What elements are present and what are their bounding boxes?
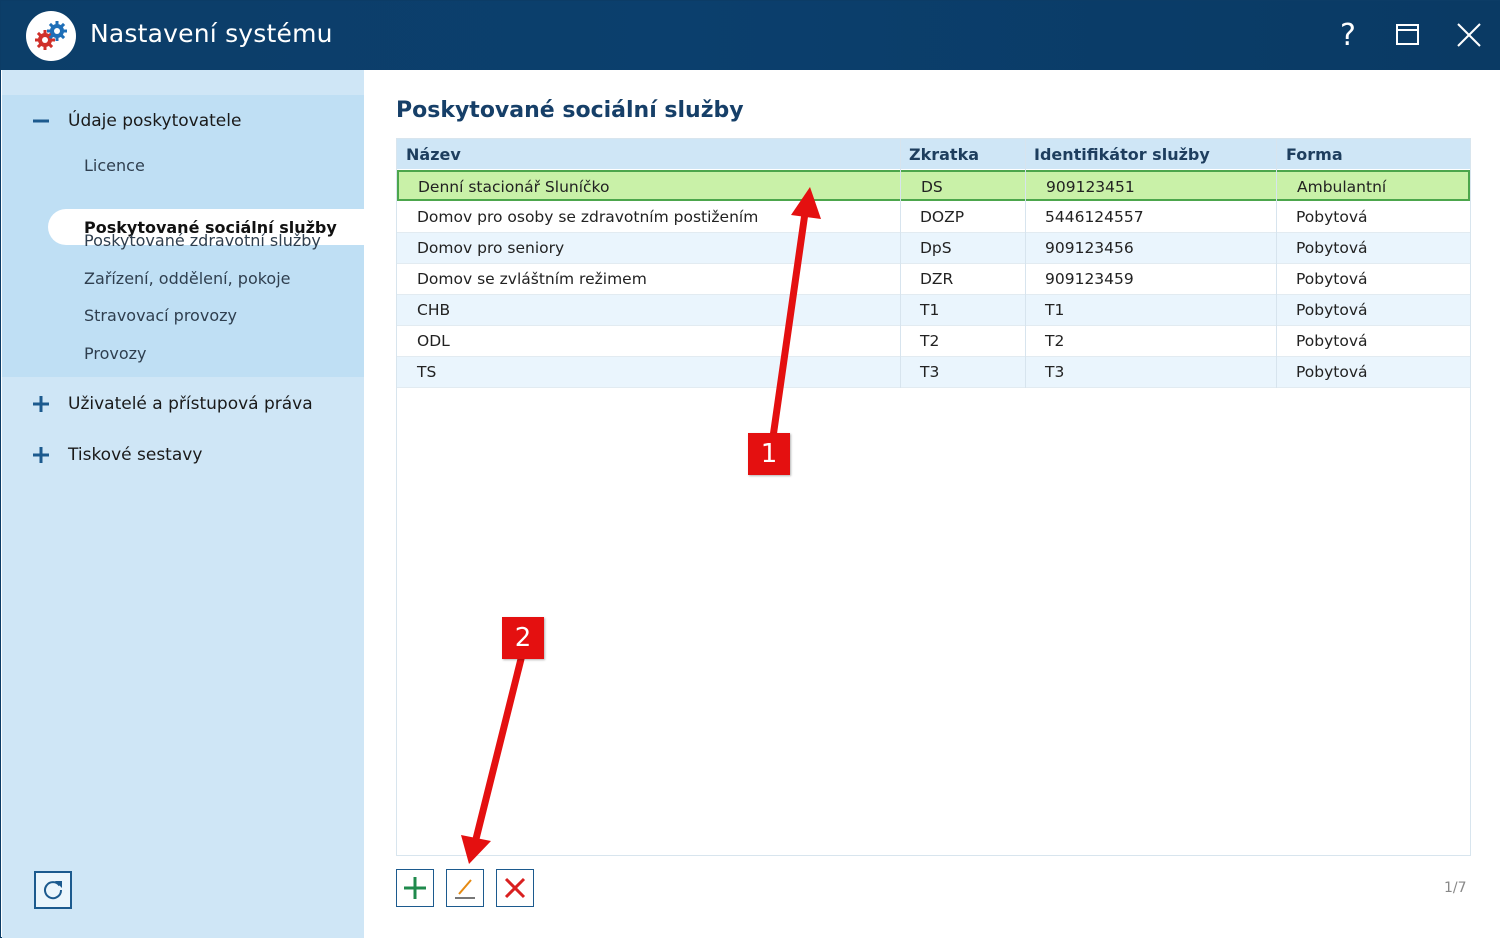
sidebar-item-social-services[interactable]: Poskytované sociální služby	[48, 209, 365, 245]
table-header: Název Zkratka Identifikátor služby Forma	[397, 139, 1470, 169]
nav-group-label: Údaje poskytovatele	[68, 111, 242, 131]
column-header-name[interactable]: Název	[406, 145, 461, 164]
nav-group-header-users[interactable]: Uživatelé a přístupová práva	[2, 384, 364, 424]
nav-group-provider: Údaje poskytovatele Licence Poskytované …	[2, 95, 365, 377]
pager-indicator: 1/7	[1444, 880, 1467, 896]
gears-icon	[26, 11, 76, 61]
cell-abbr: DZR	[920, 270, 954, 288]
services-table: Název Zkratka Identifikátor služby Forma…	[396, 138, 1471, 856]
cell-name: Domov pro osoby se zdravotním postižením	[417, 208, 759, 226]
add-button[interactable]	[396, 869, 434, 907]
sidebar-item-catering[interactable]: Stravovací provozy	[84, 306, 237, 325]
sidebar: Údaje poskytovatele Licence Poskytované …	[2, 70, 365, 938]
sidebar-item-operations[interactable]: Provozy	[84, 344, 147, 363]
nav-group-header-reports[interactable]: Tiskové sestavy	[2, 435, 364, 475]
table-row[interactable]: ODL T2 T2 Pobytová	[397, 326, 1470, 357]
annotation-callout-2: 2	[502, 617, 544, 659]
edit-button[interactable]	[446, 869, 484, 907]
close-icon	[1457, 23, 1481, 47]
cell-name: Domov pro seniory	[417, 239, 565, 257]
cell-form: Pobytová	[1296, 208, 1368, 226]
sidebar-item-licence[interactable]: Licence	[84, 156, 145, 175]
table-row[interactable]: Domov pro osoby se zdravotním postižením…	[397, 202, 1470, 233]
cell-form: Pobytová	[1296, 270, 1368, 288]
sidebar-item-health-services[interactable]: Poskytované zdravotní služby	[84, 231, 321, 250]
column-header-form[interactable]: Forma	[1286, 145, 1343, 164]
column-divider	[1025, 139, 1026, 388]
delete-button[interactable]	[496, 869, 534, 907]
cell-id: T2	[1045, 332, 1065, 350]
cell-form: Pobytová	[1296, 363, 1368, 381]
cell-id: 909123451	[1046, 178, 1135, 196]
annotation-callout-1: 1	[748, 433, 790, 475]
title-bar: Nastavení systému ?	[1, 1, 1500, 70]
cell-id: 909123459	[1045, 270, 1134, 288]
cell-form: Pobytová	[1296, 332, 1368, 350]
table-row[interactable]: Domov se zvláštním režimem DZR 909123459…	[397, 264, 1470, 295]
sidebar-item-label: Poskytované sociální služby	[84, 218, 337, 237]
cell-name: CHB	[417, 301, 451, 319]
cell-id: T1	[1045, 301, 1065, 319]
pencil-icon	[455, 879, 475, 899]
cell-name: Domov se zvláštním režimem	[417, 270, 647, 288]
page-title: Poskytované sociální služby	[396, 98, 744, 123]
close-button[interactable]	[1449, 15, 1489, 55]
cell-abbr: DpS	[920, 239, 952, 257]
nav-group-label: Uživatelé a přístupová práva	[68, 394, 313, 414]
plus-icon	[404, 877, 426, 899]
column-header-id[interactable]: Identifikátor služby	[1034, 145, 1210, 164]
cell-name: ODL	[417, 332, 450, 350]
cell-name: TS	[417, 363, 437, 381]
cell-abbr: T2	[920, 332, 940, 350]
expand-icon	[33, 396, 49, 412]
maximize-button[interactable]	[1388, 15, 1428, 55]
cell-form: Pobytová	[1296, 301, 1368, 319]
cell-form: Pobytová	[1296, 239, 1368, 257]
table-row[interactable]: Domov pro seniory DpS 909123456 Pobytová	[397, 233, 1470, 264]
main-panel: Poskytované sociální služby Název Zkratk…	[364, 70, 1500, 938]
nav-group-header-provider[interactable]: Údaje poskytovatele	[2, 101, 364, 141]
maximize-icon	[1396, 24, 1419, 45]
column-divider	[1276, 139, 1277, 388]
delete-x-icon	[504, 877, 526, 899]
collapse-icon	[33, 119, 49, 123]
cell-id: 5446124557	[1045, 208, 1144, 226]
table-row[interactable]: CHB T1 T1 Pobytová	[397, 295, 1470, 326]
cell-abbr: T3	[920, 363, 940, 381]
column-divider	[900, 139, 901, 388]
cell-id: 909123456	[1045, 239, 1134, 257]
cell-abbr: DOZP	[920, 208, 965, 226]
nav-group-label: Tiskové sestavy	[68, 445, 203, 465]
help-button[interactable]: ?	[1340, 17, 1356, 53]
refresh-icon	[44, 881, 63, 900]
table-row-selected[interactable]: Denní stacionář Sluníčko DS 909123451 Am…	[397, 170, 1470, 201]
cell-abbr: DS	[921, 178, 943, 196]
expand-icon	[33, 447, 49, 463]
cell-form: Ambulantní	[1297, 178, 1387, 196]
window-title: Nastavení systému	[90, 19, 333, 48]
refresh-button[interactable]	[34, 871, 72, 909]
cell-abbr: T1	[920, 301, 940, 319]
cell-name: Denní stacionář Sluníčko	[418, 178, 610, 196]
column-header-abbr[interactable]: Zkratka	[909, 145, 980, 164]
sidebar-item-facilities[interactable]: Zařízení, oddělení, pokoje	[84, 269, 291, 288]
table-row[interactable]: TS T3 T3 Pobytová	[397, 357, 1470, 388]
cell-id: T3	[1045, 363, 1065, 381]
